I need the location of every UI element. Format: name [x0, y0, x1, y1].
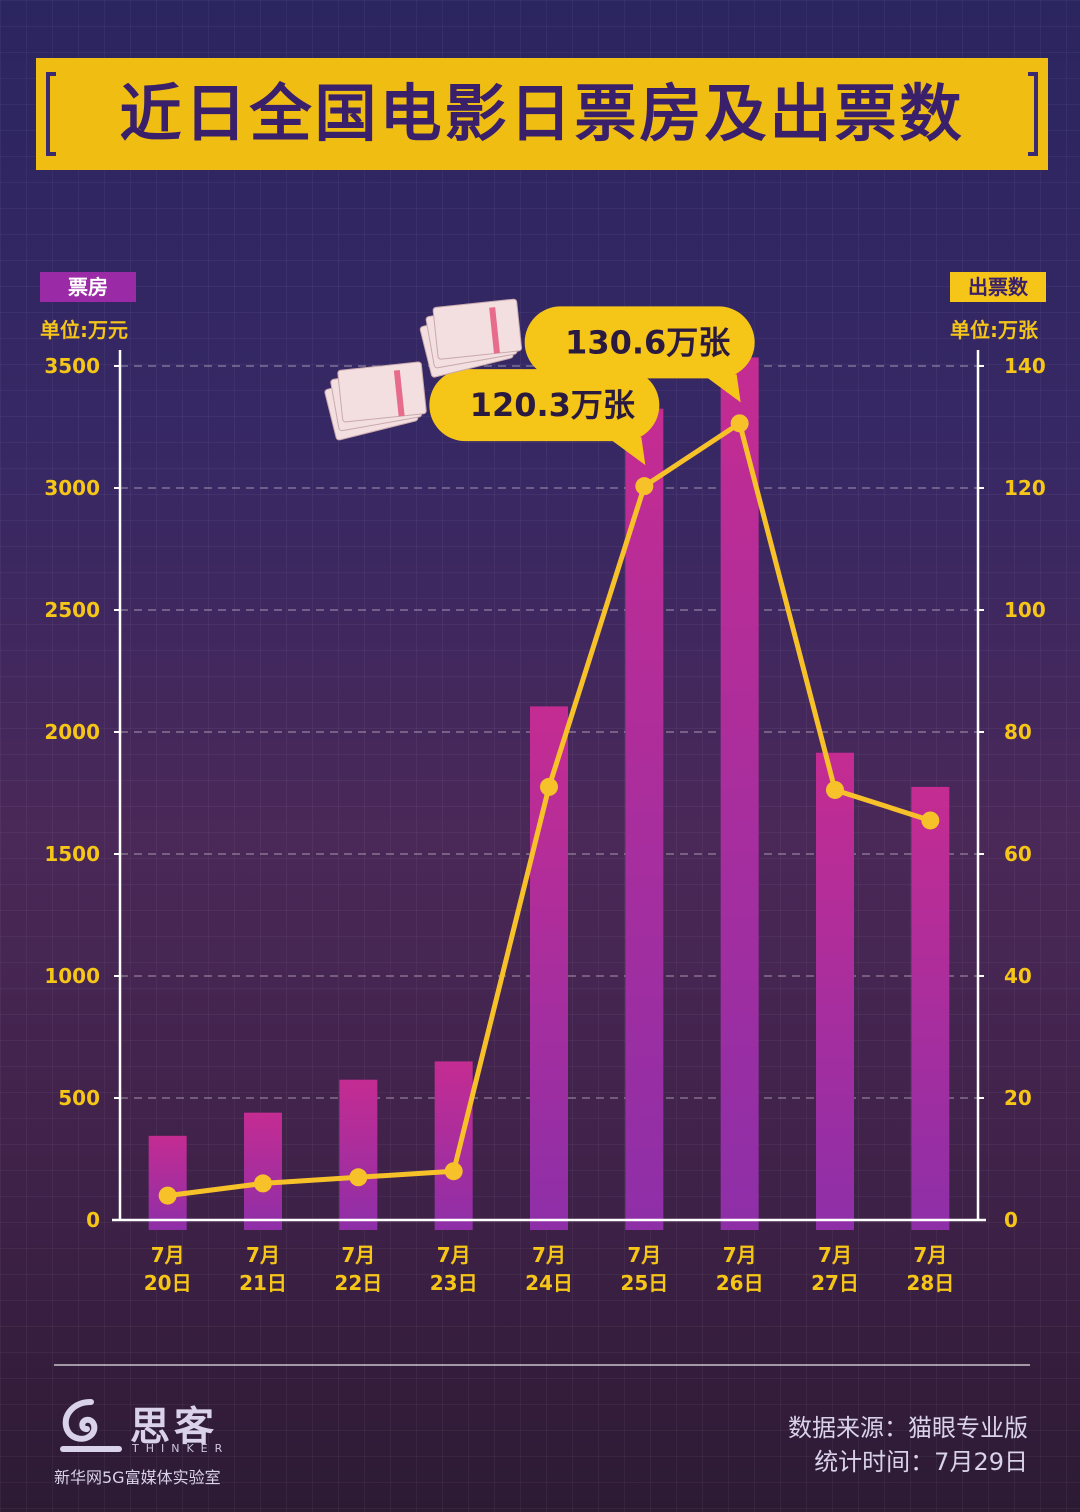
x-tick-label: 21日 — [239, 1271, 287, 1295]
x-tick-label: 20日 — [144, 1271, 192, 1295]
right-tick-label: 120 — [1004, 476, 1046, 500]
bar-box-office — [148, 1135, 187, 1230]
ticket-count-point — [349, 1168, 368, 1187]
title-bracket-left — [46, 72, 56, 156]
bar-box-office — [816, 752, 854, 1230]
ticket-callout: 120.3万张 — [324, 361, 660, 466]
brand-name-cn: 思客 — [130, 1403, 218, 1450]
title-banner: 近日全国电影日票房及出票数 — [36, 58, 1048, 170]
callout-pointer — [607, 437, 646, 466]
data-source: 数据来源：猫眼专业版 — [788, 1414, 1028, 1442]
callout-bubble — [429, 369, 660, 442]
right-tick-label: 80 — [1004, 720, 1032, 744]
ticket-callout: 130.6万张 — [419, 298, 755, 403]
brand-subtitle: 新华网5G富媒体实验室 — [54, 1468, 221, 1487]
bar-box-office — [244, 1112, 282, 1230]
x-tick-label: 22日 — [334, 1271, 382, 1295]
ticket-count-point — [158, 1186, 177, 1205]
stat-time: 统计时间：7月29日 — [814, 1448, 1028, 1476]
ticket-count-point — [826, 780, 844, 799]
ticket-icon — [419, 298, 523, 378]
ticket-count-point — [254, 1174, 272, 1193]
bar-box-office — [720, 357, 759, 1231]
callout-pointer — [702, 374, 741, 403]
left-tick-label: 0 — [86, 1208, 100, 1232]
right-axis-tag: 出票数 — [950, 272, 1046, 302]
left-tick-label: 500 — [58, 1086, 100, 1110]
bar-box-office — [911, 786, 950, 1230]
bar-box-office — [434, 1061, 473, 1230]
ticket-icon — [324, 361, 427, 441]
left-tick-label: 1500 — [44, 842, 100, 866]
x-tick-label: 7月 — [913, 1243, 947, 1267]
x-tick-label: 7月 — [627, 1243, 661, 1267]
ticket-count-point — [540, 777, 558, 796]
x-tick-label: 23日 — [430, 1271, 478, 1295]
right-axis-unit: 单位:万张 — [950, 318, 1038, 342]
ticket-count-point — [444, 1162, 463, 1181]
right-tick-label: 40 — [1004, 964, 1032, 988]
left-tick-label: 2000 — [44, 720, 100, 744]
right-tick-label: 140 — [1004, 354, 1046, 378]
ticket-count-point — [635, 477, 654, 496]
x-tick-label: 7月 — [246, 1243, 280, 1267]
right-tick-label: 0 — [1004, 1208, 1018, 1232]
right-tick-label: 100 — [1004, 598, 1046, 622]
right-tick-label: 60 — [1004, 842, 1032, 866]
ticket-stripe — [393, 370, 405, 417]
x-tick-label: 7月 — [818, 1243, 852, 1267]
bar-box-office — [339, 1079, 378, 1230]
left-tick-label: 2500 — [44, 598, 100, 622]
ticket-stripe — [489, 307, 500, 354]
left-tick-label: 3500 — [44, 354, 100, 378]
callout-label: 130.6万张 — [565, 323, 730, 361]
x-tick-label: 7月 — [341, 1243, 375, 1267]
right-tick-label: 20 — [1004, 1086, 1032, 1110]
x-tick-label: 24日 — [525, 1271, 573, 1295]
bar-box-office — [625, 408, 664, 1230]
footer-divider — [54, 1364, 1030, 1366]
ticket-shape — [337, 361, 427, 423]
page-title: 近日全国电影日票房及出票数 — [119, 77, 965, 150]
title-bracket-right — [1028, 72, 1038, 156]
ticket-shape — [432, 298, 523, 360]
x-tick-label: 7月 — [437, 1243, 471, 1267]
left-tick-label: 3000 — [44, 476, 100, 500]
callout-label: 120.3万张 — [470, 386, 635, 424]
left-axis-tag: 票房 — [40, 272, 136, 302]
callout-bubble — [524, 306, 755, 379]
left-tick-label: 1000 — [44, 964, 100, 988]
ticket-count-point — [921, 811, 940, 830]
x-tick-label: 26日 — [716, 1271, 764, 1295]
x-tick-label: 7月 — [532, 1243, 566, 1267]
thinker-logo-icon — [60, 1399, 122, 1452]
x-tick-label: 27日 — [811, 1271, 859, 1295]
x-tick-label: 7月 — [723, 1243, 757, 1267]
x-tick-label: 28日 — [906, 1271, 954, 1295]
left-axis-unit: 单位:万元 — [40, 318, 128, 342]
ticket-count-point — [730, 414, 749, 433]
x-tick-label: 7月 — [151, 1243, 185, 1267]
x-tick-label: 25日 — [620, 1271, 668, 1295]
brand-name-en: THINKER — [132, 1442, 230, 1455]
